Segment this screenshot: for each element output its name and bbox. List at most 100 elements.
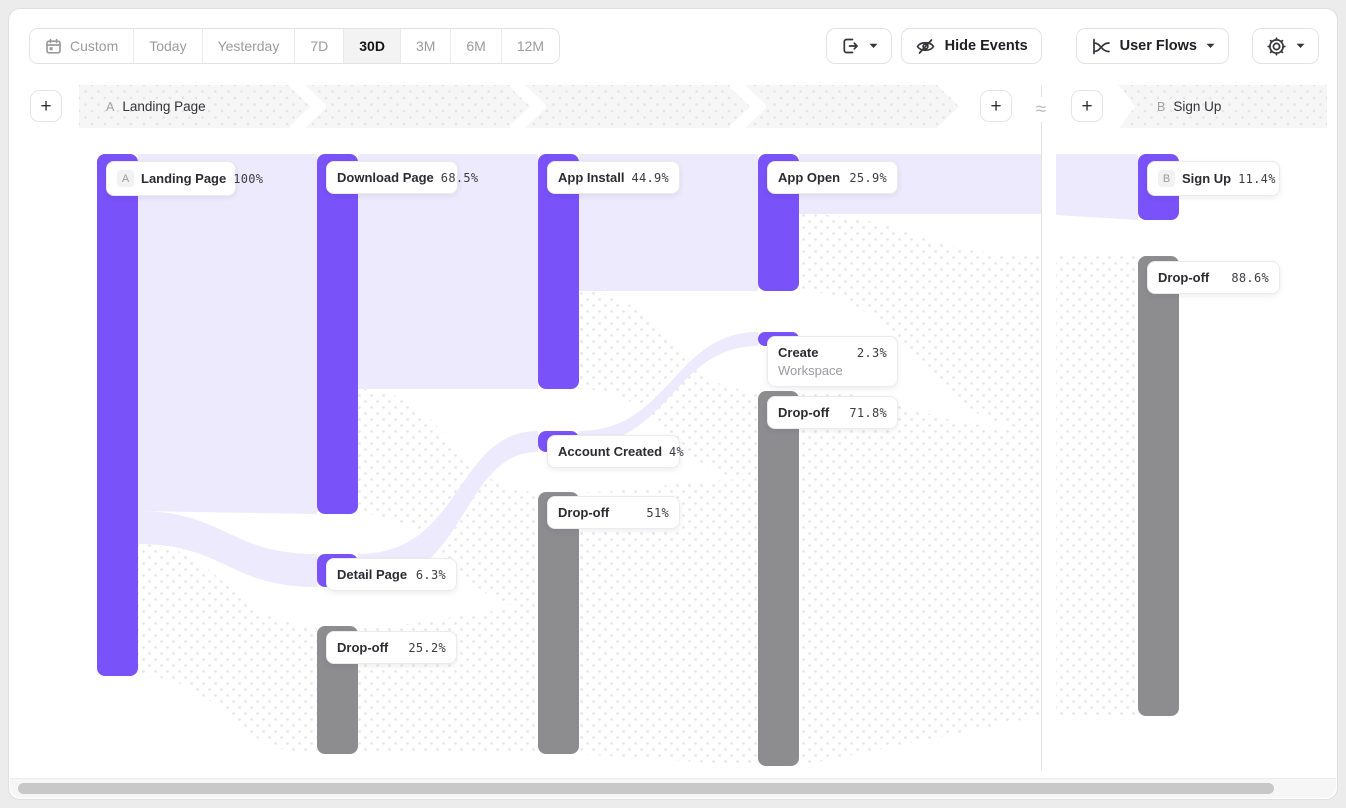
node-badge: B [1158,170,1175,187]
range-yesterday[interactable]: Yesterday [202,29,296,63]
link-landing-dropoff1 [138,544,317,754]
node-bar-dropoff-2[interactable] [538,492,579,754]
link-detail-account [358,431,538,587]
sankey-ribbons [138,154,1138,766]
export-button[interactable] [825,28,892,64]
range-label: Yesterday [217,38,280,54]
link-download-appinstall [358,154,538,389]
node-name: Drop-off [778,405,830,420]
node-name-line2: Workspace [778,363,843,378]
user-flows-label: User Flows [1119,38,1197,54]
step-band-b[interactable]: B Sign Up [1119,85,1327,128]
node-value: 88.6% [1231,270,1269,285]
range-label: 30D [359,38,385,54]
range-label: 7D [310,38,329,54]
range-6m[interactable]: 6M [451,29,502,63]
node-name: Create [778,345,819,360]
node-label-app-open[interactable]: App Open 25.9% [767,161,898,194]
chevron-separator-icon [730,85,766,128]
node-name: Landing Page [141,171,227,186]
node-name: Drop-off [558,505,610,520]
node-value: 2.3% [856,345,887,360]
range-label: 3M [415,38,436,54]
step-b-label: B Sign Up [1157,85,1221,128]
range-today[interactable]: Today [134,29,203,63]
node-label-detail-page[interactable]: Detail Page 6.3% [326,558,457,591]
node-label-download-page[interactable]: Download Page 68.5% [326,161,478,194]
hide-events-label: Hide Events [944,38,1028,54]
user-flows-panel: A Landing Page 100% Download Page 68.5% App I… [8,8,1338,800]
node-label-create-workspace[interactable]: Create 2.3% Workspace [767,336,898,387]
node-value: 100% [233,171,264,186]
export-icon [843,38,858,54]
node-value: 71.8% [849,405,887,420]
range-label: 6M [466,38,486,54]
plus-icon: + [1081,95,1093,117]
sankey-flow-canvas: A Landing Page 100% Download Page 68.5% App I… [9,9,1337,780]
user-flows-button[interactable]: User Flows [1075,28,1229,64]
approx-symbol: ≈ [1035,97,1047,122]
node-bar-landing-page[interactable] [97,154,138,676]
step-b-letter: B [1157,99,1166,114]
node-value: 44.9% [631,170,670,185]
link-download-dropoff2 [358,389,538,609]
node-bar-download-page[interactable] [317,154,358,514]
node-bar-dropoff-3[interactable] [758,391,799,766]
add-step-button-middle[interactable]: + [980,90,1012,122]
link-landing-download [138,154,317,514]
add-step-button-left[interactable]: + [30,90,62,122]
node-label-dropoff-3[interactable]: Drop-off 71.8% [767,396,898,429]
range-30d[interactable]: 30D [344,29,401,63]
gear-icon [1267,36,1286,56]
settings-button[interactable] [1252,28,1319,64]
range-3m[interactable]: 3M [400,29,452,63]
horizontal-scrollbar-thumb[interactable] [18,783,1274,794]
step-a-name: Landing Page [122,99,206,114]
user-flows-icon [1092,38,1110,54]
chevron-down-icon [869,43,878,48]
range-12m[interactable]: 12M [501,29,560,63]
range-label: Custom [70,38,119,54]
node-name: App Open [778,170,841,185]
step-a-label: A Landing Page [106,85,206,128]
node-name: Drop-off [337,640,389,655]
node-name: Account Created [558,444,663,459]
node-label-landing-page[interactable]: A Landing Page 100% [106,161,263,196]
node-label-dropoff-4[interactable]: Drop-off 88.6% [1147,261,1280,294]
range-custom[interactable]: Custom [30,29,135,63]
node-label-account-created[interactable]: Account Created 4% [547,435,684,468]
node-value: 4% [669,444,685,459]
step-b-name: Sign Up [1173,99,1222,114]
link-dropoff4-right [1056,256,1138,716]
node-value: 6.3% [415,567,446,582]
node-value: 25.9% [849,170,887,185]
node-name: App Install [558,170,625,185]
date-range-segmented-control: Custom Today Yesterday 7D 30D 3M 6M 12M [29,28,561,64]
node-bar-dropoff-4[interactable] [1138,256,1179,716]
step-a-letter: A [106,99,115,114]
section-divider [1041,85,1042,771]
node-label-sign-up[interactable]: B Sign Up 11.4% [1147,161,1280,196]
toolbar-right: Hide Events User Flows [825,28,1319,64]
chevron-separator-icon [510,85,546,128]
node-label-app-install[interactable]: App Install 44.9% [547,161,680,194]
horizontal-scrollbar-track [10,778,1336,798]
node-label-dropoff-1[interactable]: Drop-off 25.2% [326,631,457,664]
chevron-down-icon [1296,43,1305,48]
plus-icon: + [40,95,52,117]
node-value: 51% [646,505,669,520]
range-7d[interactable]: 7D [295,29,345,63]
node-name: Download Page [337,170,434,185]
chevron-separator-icon [290,85,326,128]
link-appopen-dropoff4-left [799,214,1041,429]
add-step-button-right[interactable]: + [1071,90,1103,122]
link-appopen-signup-right [1056,154,1138,220]
range-label: 12M [516,38,545,54]
range-label: Today [149,38,187,54]
node-label-dropoff-2[interactable]: Drop-off 51% [547,496,680,529]
calendar-icon [46,38,61,54]
chevron-down-icon [1206,43,1215,48]
eye-off-icon [916,38,934,54]
step-band-a[interactable]: A Landing Page [79,85,959,128]
hide-events-button[interactable]: Hide Events [900,28,1042,64]
